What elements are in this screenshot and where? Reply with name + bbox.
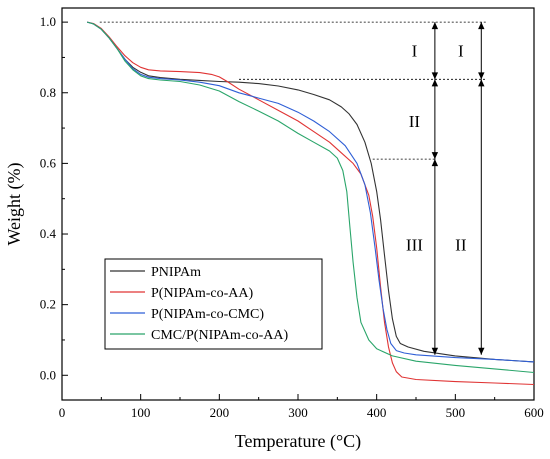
data-series (87, 21, 535, 386)
y-tick-label: 1.0 (40, 14, 56, 29)
y-tick-label: 0.4 (40, 226, 57, 241)
arrow-head (431, 22, 439, 30)
arrow-head (478, 347, 485, 355)
y-tick-label: 0.8 (40, 85, 56, 100)
y-tick-label: 0.2 (40, 297, 56, 312)
series-line-4 (87, 21, 535, 374)
x-tick-label: 600 (524, 405, 544, 420)
x-axis-title: Temperature (°C) (235, 431, 361, 452)
stage-label: II (409, 112, 421, 131)
stage-arrows (431, 22, 485, 355)
arrow-head (478, 79, 485, 87)
series-line-2 (87, 21, 535, 386)
y-tick-label: 0.0 (40, 367, 56, 382)
stage-label: III (406, 236, 423, 255)
legend-label: CMC/P(NIPAm-co-AA) (151, 328, 288, 343)
arrow-head (478, 72, 485, 80)
legend-label: PNIPAm (151, 265, 201, 280)
series-line-3 (87, 21, 535, 363)
x-axis-ticks: 0 100 200 300 400 500 600 (59, 394, 544, 420)
arrow-head (431, 152, 439, 160)
y-axis-title: Weight (%) (4, 162, 25, 245)
x-tick-label: 0 (59, 405, 66, 420)
legend: PNIPAm P(NIPAm-co-AA) P(NIPAm-co-CMC) CMC/P… (104, 258, 323, 350)
reference-lines (99, 21, 487, 160)
x-tick-label: 400 (367, 405, 387, 420)
y-tick-label: 0.6 (40, 155, 57, 170)
stage-label: I (458, 41, 464, 60)
arrow-head (478, 22, 485, 30)
arrow-head (431, 347, 439, 355)
x-tick-label: 500 (446, 405, 466, 420)
arrow-head (431, 72, 439, 80)
arrow-head (431, 79, 439, 87)
legend-label: P(NIPAm-co-CMC) (151, 307, 264, 322)
series-line-1 (87, 21, 535, 363)
y-axis-ticks: 0.0 0.2 0.4 0.6 0.8 1.0 (40, 14, 68, 382)
x-tick-label: 100 (131, 405, 151, 420)
stage-label: I (412, 41, 418, 60)
stage-label: II (455, 236, 467, 255)
arrow-head (431, 159, 439, 167)
x-tick-label: 300 (288, 405, 308, 420)
x-tick-label: 200 (210, 405, 230, 420)
legend-label: P(NIPAm-co-AA) (151, 286, 253, 301)
